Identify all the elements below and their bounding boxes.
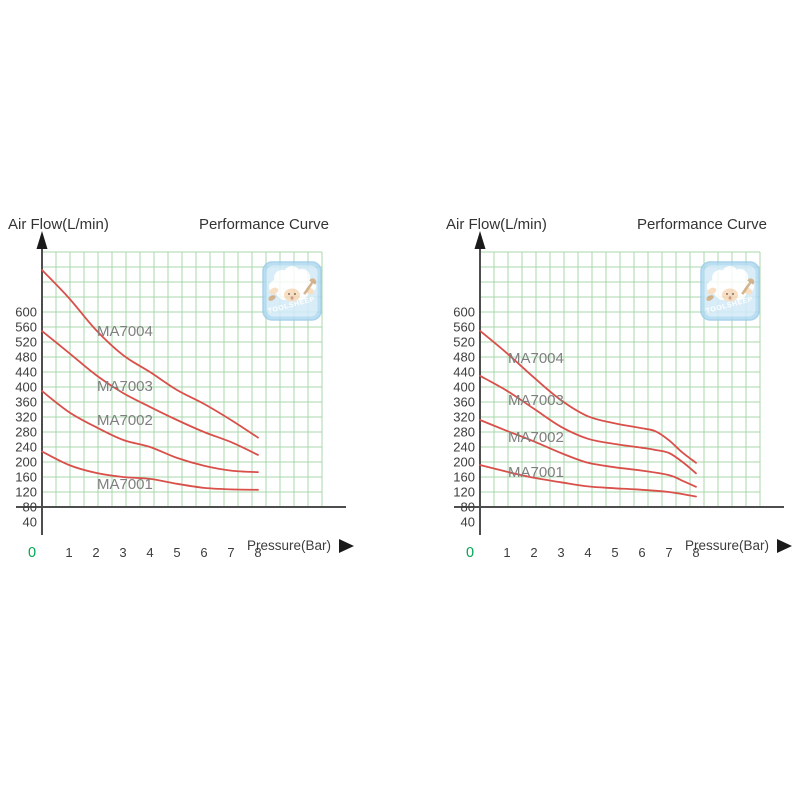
y-tick-label: 80: [461, 500, 475, 515]
x-tick-label: 6: [638, 545, 645, 560]
axes: [16, 245, 346, 535]
toolsheep-watermark-logo: TOOLSHEEP: [700, 261, 760, 321]
y-tick-label: 600: [15, 305, 37, 320]
y-tick-label: 600: [453, 305, 475, 320]
y-tick-label: 160: [453, 470, 475, 485]
x-tick-label: 1: [503, 545, 510, 560]
series-curve-ma7003: [41, 330, 259, 456]
plot-area-left: TOOLSHEEP6005605204804404003603202802402…: [15, 231, 354, 561]
y-tick-labels: 6005605204804404003603202802402001601208…: [15, 305, 37, 530]
y-tick-label: 320: [15, 410, 37, 425]
x-tick-label: 7: [227, 545, 234, 560]
series-label-ma7002: MA7002: [508, 429, 564, 446]
x-tick-label: 2: [92, 545, 99, 560]
series-curve-ma7002: [41, 390, 259, 473]
series-curve-ma7004: [479, 329, 697, 464]
performance-chart-left-svg: TOOLSHEEP6005605204804404003603202802402…: [8, 216, 354, 561]
series-curve-ma7004: [41, 269, 259, 439]
x-tick-label: 8: [254, 545, 261, 560]
y-tick-label: 200: [453, 455, 475, 470]
y-tick-label: 480: [15, 350, 37, 365]
y-tick-label: 440: [15, 365, 37, 380]
x-tick-label: 4: [146, 545, 153, 560]
performance-chart-right: TOOLSHEEP 600 560 520 480 440 400 360 320 280 240 2…: [438, 205, 798, 561]
x-tick-label: 1: [65, 545, 72, 560]
x-tick-label: 4: [584, 545, 591, 560]
series-label-ma7004: MA7004: [508, 350, 564, 367]
series-label-ma7004: MA7004: [97, 323, 153, 340]
series-label-ma7001: MA7001: [508, 464, 564, 481]
y-tick-label: 120: [453, 485, 475, 500]
x-axis-arrow-icon: [339, 539, 354, 553]
y-tick-label: 480: [453, 350, 475, 365]
x-axis-arrow-icon: [777, 539, 792, 553]
performance-chart-left: TOOLSHEEP 600 560 520 480 440 400 360 320 280 240 2…: [0, 205, 360, 561]
x-axis-title: Pressure(Bar): [247, 538, 331, 553]
wrench-icon: [303, 278, 317, 295]
series-curve-ma7002: [479, 419, 697, 488]
y-axis-title: Air Flow(L/min): [446, 216, 547, 233]
chart-title: Performance Curve: [199, 216, 329, 233]
y-tick-label: 40: [461, 515, 475, 530]
plot-area-right: TOOLSHEEP6005605204804404003603202802402…: [453, 231, 792, 561]
series-label-ma7003: MA7003: [508, 392, 564, 409]
axes: [454, 245, 784, 535]
y-tick-label: 40: [23, 515, 37, 530]
y-tick-labels: 6005605204804404003603202802402001601208…: [453, 305, 475, 530]
y-tick-label: 160: [15, 470, 37, 485]
wrench-icon: [741, 278, 755, 295]
x-tick-label: 3: [119, 545, 126, 560]
y-tick-label: 320: [453, 410, 475, 425]
y-tick-label: 520: [15, 335, 37, 350]
toolsheep-watermark-logo: TOOLSHEEP: [262, 261, 322, 321]
y-tick-label: 200: [15, 455, 37, 470]
y-axis-arrow-icon: [36, 231, 48, 249]
x-axis-title: Pressure(Bar): [685, 538, 769, 553]
x-tick-label-origin: 0: [28, 545, 36, 560]
y-axis-title: Air Flow(L/min): [8, 216, 109, 233]
y-tick-label: 280: [453, 425, 475, 440]
y-tick-label: 280: [15, 425, 37, 440]
y-tick-label: 80: [23, 500, 37, 515]
y-tick-label: 360: [453, 395, 475, 410]
series-curve-ma7001: [479, 464, 697, 498]
performance-chart-right-svg: TOOLSHEEP6005605204804404003603202802402…: [446, 216, 792, 561]
series-curve-ma7001: [41, 450, 259, 491]
y-tick-label: 240: [453, 440, 475, 455]
y-axis-arrow-icon: [474, 231, 486, 249]
x-tick-label: 6: [200, 545, 207, 560]
x-tick-label: 5: [173, 545, 180, 560]
x-tick-label: 5: [611, 545, 618, 560]
y-tick-label: 400: [15, 380, 37, 395]
x-tick-labels: 0 1 2 3 4 5 6 7 8: [466, 545, 700, 561]
x-tick-label: 7: [665, 545, 672, 560]
x-tick-label: 8: [692, 545, 699, 560]
y-tick-label: 360: [15, 395, 37, 410]
x-tick-label: 2: [530, 545, 537, 560]
series-label-ma7001: MA7001: [97, 476, 153, 493]
y-tick-label: 440: [453, 365, 475, 380]
y-tick-label: 400: [453, 380, 475, 395]
y-tick-label: 560: [15, 320, 37, 335]
series-label-ma7003: MA7003: [97, 378, 153, 395]
y-tick-label: 560: [453, 320, 475, 335]
y-tick-label: 240: [15, 440, 37, 455]
series-curve-ma7003: [479, 374, 697, 475]
series-label-ma7002: MA7002: [97, 412, 153, 429]
x-tick-label-origin: 0: [466, 545, 474, 560]
y-tick-label: 520: [453, 335, 475, 350]
y-tick-label: 120: [15, 485, 37, 500]
chart-title: Performance Curve: [637, 216, 767, 233]
x-tick-labels: 0 1 2 3 4 5 6 7 8: [28, 545, 262, 561]
x-tick-label: 3: [557, 545, 564, 560]
